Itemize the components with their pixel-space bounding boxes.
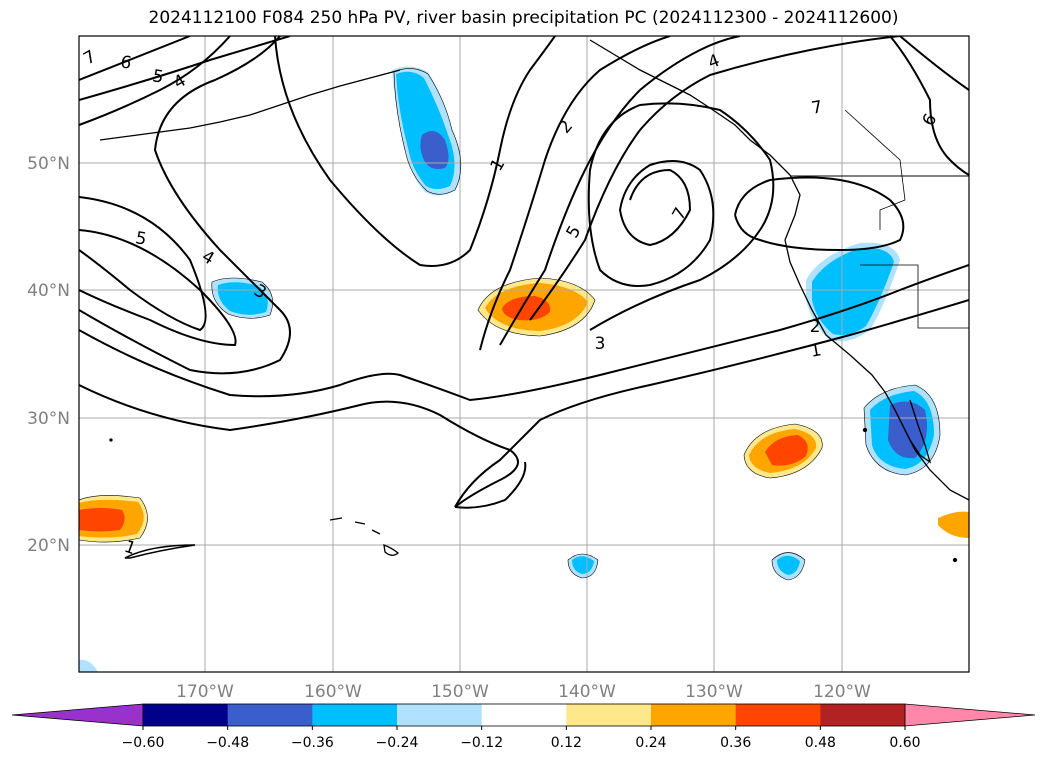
colorbar-tick-label: 0.36 (720, 735, 751, 751)
colorbar-tick-label: −0.24 (376, 735, 419, 751)
colorbar: −0.60 −0.48 −0.36 −0.24 −0.12 0.12 0.24 0.36 0.4… (11, 703, 1036, 751)
political-border (844, 109, 906, 230)
north-america-coast (784, 239, 969, 501)
pv-contour (79, 264, 969, 402)
lon-label: 130°W (685, 682, 743, 702)
pv-contour (79, 36, 291, 375)
pv-contour (529, 36, 901, 321)
pv-contour (899, 36, 969, 91)
colorbar-segment (143, 704, 229, 726)
contour-label: 2 (810, 317, 821, 337)
pv-contour (479, 36, 671, 351)
longitude-labels: 170°W 160°W 150°W 140°W 130°W 120°W (176, 682, 871, 702)
colorbar-segment (820, 704, 906, 726)
lat-label: 20°N (27, 536, 70, 556)
coastlines (99, 39, 969, 563)
lon-label: 170°W (176, 682, 234, 702)
graticule (79, 36, 969, 672)
contour-label: 3 (595, 334, 606, 354)
lat-label: 40°N (27, 281, 70, 301)
pv-contour (734, 176, 905, 252)
positive-anomaly-region (938, 511, 969, 538)
negative-anomaly-region (777, 555, 800, 575)
pv-contour (124, 544, 196, 559)
pv-contour (587, 102, 775, 331)
colorbar-extend-low (11, 703, 144, 727)
strong-positive-anomaly (79, 508, 125, 532)
colorbar-tick-label: −0.36 (291, 735, 334, 751)
negative-anomaly-region (79, 659, 98, 672)
pv-contour (79, 36, 191, 81)
colorbar-extend-high (904, 703, 1036, 727)
map-frame (78, 35, 970, 673)
pv-contour (79, 299, 969, 508)
hawaii-islands (329, 517, 400, 556)
strong-positive-anomaly (502, 296, 551, 321)
colorbar-frame (142, 703, 906, 727)
colorbar-tick-label: −0.48 (206, 735, 249, 751)
anomaly-outlines (79, 68, 941, 581)
colorbar-tick-label: 0.12 (551, 735, 582, 751)
colorbar-segment (735, 704, 821, 726)
pv-contour (79, 36, 231, 126)
lon-label: 120°W (813, 682, 871, 702)
lat-label: 50°N (27, 154, 70, 174)
colorbar-segment (227, 704, 313, 726)
lon-label: 160°W (304, 682, 362, 702)
colorbar-segment (566, 704, 652, 726)
colorbar-segment (397, 704, 483, 726)
colorbar-tick-label: 0.60 (889, 735, 920, 751)
lat-label: 30°N (27, 409, 70, 429)
pv-contours (79, 36, 969, 559)
precip-anomaly-layer (79, 66, 969, 672)
strong-positive-anomaly (765, 435, 808, 466)
contour-label: 5 (134, 228, 148, 250)
colorbar-segment (481, 704, 567, 726)
latitude-labels: 50°N 40°N 30°N 20°N (27, 154, 70, 556)
strong-negative-anomaly (420, 131, 449, 169)
map-area (79, 36, 969, 672)
political-border (860, 264, 969, 329)
lon-label: 150°W (431, 682, 489, 702)
colorbar-segment (651, 704, 737, 726)
negative-anomaly-region (572, 556, 594, 574)
pv-contour (889, 36, 969, 176)
baja-peninsula (894, 399, 932, 464)
colorbar-segment (312, 704, 398, 726)
pv-contour (454, 461, 527, 509)
aleutian-islands (99, 69, 401, 141)
colorbar-tick-label: 0.24 (635, 735, 666, 751)
pv-contour (274, 36, 556, 267)
strong-negative-anomaly (888, 401, 928, 459)
map-title: 2024112100 F084 250 hPa PV, river basin … (148, 8, 899, 28)
pv-contour (79, 36, 291, 101)
colorbar-tick-label: −0.60 (122, 735, 165, 751)
pv-contour (79, 196, 207, 332)
contour-label: 1 (809, 340, 823, 362)
alaska-coast (589, 39, 801, 241)
contour-label: 5 (151, 66, 165, 88)
contour-label: 6 (119, 52, 133, 74)
colorbar-tick-label: 0.48 (805, 735, 836, 751)
pv-contour (79, 229, 237, 347)
contour-label: 7 (810, 97, 824, 119)
colorbar-tick-label: −0.12 (460, 735, 503, 751)
lon-label: 140°W (558, 682, 616, 702)
